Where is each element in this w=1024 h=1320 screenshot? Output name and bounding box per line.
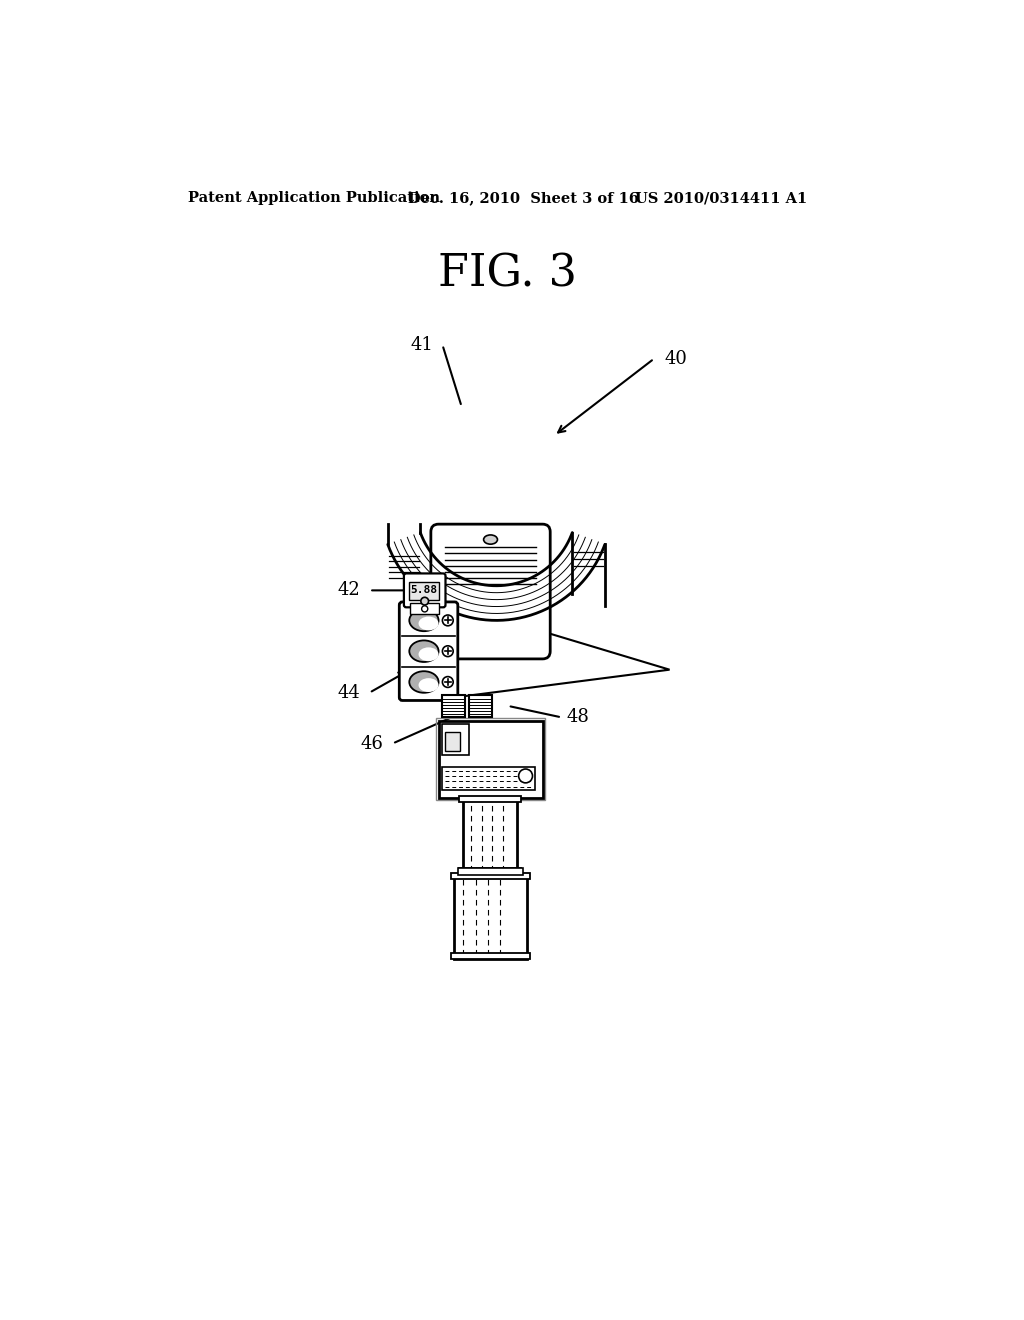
Bar [409, 582, 439, 601]
Bar [410, 603, 439, 614]
Bar [460, 796, 521, 803]
Text: 44: 44 [337, 684, 360, 702]
Ellipse shape [483, 535, 498, 544]
Ellipse shape [419, 616, 438, 631]
Bar [436, 718, 545, 800]
Ellipse shape [410, 640, 438, 663]
Bar [451, 953, 530, 960]
FancyBboxPatch shape [403, 573, 445, 607]
Ellipse shape [419, 647, 438, 661]
Ellipse shape [419, 678, 438, 692]
Text: Dec. 16, 2010  Sheet 3 of 16: Dec. 16, 2010 Sheet 3 of 16 [408, 191, 639, 206]
Bar [458, 869, 523, 875]
Text: FIG. 3: FIG. 3 [438, 252, 578, 296]
FancyBboxPatch shape [431, 524, 550, 659]
Text: 5.88: 5.88 [411, 585, 437, 594]
Circle shape [518, 770, 532, 783]
Bar [441, 696, 465, 717]
Circle shape [442, 677, 454, 688]
Text: Patent Application Publication: Patent Application Publication [188, 191, 440, 206]
Ellipse shape [410, 610, 438, 631]
Bar [454, 875, 527, 960]
Bar [442, 725, 469, 755]
Bar [438, 721, 543, 797]
Bar [444, 733, 460, 751]
Text: 46: 46 [360, 735, 383, 752]
Bar [451, 873, 530, 879]
FancyBboxPatch shape [399, 602, 458, 701]
Text: 40: 40 [665, 350, 687, 367]
Bar [460, 869, 521, 875]
Text: 41: 41 [411, 335, 433, 354]
Bar [442, 767, 535, 789]
Bar [463, 797, 517, 875]
Bar [469, 696, 493, 717]
Ellipse shape [410, 671, 438, 693]
Circle shape [442, 615, 454, 626]
Polygon shape [455, 605, 670, 697]
Circle shape [442, 645, 454, 656]
Text: 42: 42 [337, 581, 360, 599]
Text: 48: 48 [566, 709, 589, 726]
Text: US 2010/0314411 A1: US 2010/0314411 A1 [635, 191, 807, 206]
Circle shape [422, 606, 428, 612]
Circle shape [421, 597, 429, 605]
